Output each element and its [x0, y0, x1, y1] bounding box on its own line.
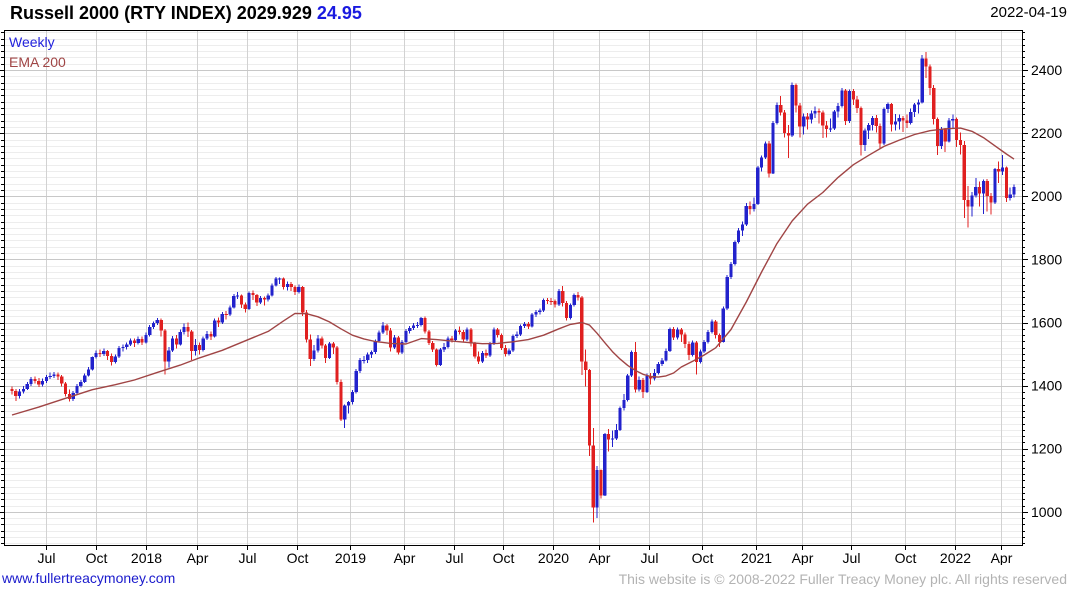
ema-label: EMA 200 [9, 54, 66, 70]
svg-text:2400: 2400 [1031, 62, 1062, 78]
price-chart[interactable]: 1000 1200 1400 1600 1800 2000 2200 2400 Jul Oct 20… [0, 0, 1075, 565]
svg-text:2020: 2020 [538, 550, 569, 565]
svg-text:1800: 1800 [1031, 251, 1062, 267]
svg-text:Oct: Oct [692, 550, 714, 565]
as-of-date: 2022-04-19 [990, 4, 1067, 21]
plot-border [3, 29, 1024, 547]
timeframe-label: Weekly [9, 34, 55, 50]
y-axis-labels: 1000 1200 1400 1600 1800 2000 2200 2400 [1031, 62, 1062, 520]
svg-text:Apr: Apr [187, 550, 209, 565]
svg-text:Jul: Jul [446, 550, 464, 565]
chart-legend: Weekly EMA 200 [9, 32, 66, 72]
svg-text:Oct: Oct [493, 550, 515, 565]
grid-minor-horizontal [4, 32, 1022, 544]
svg-text:Jul: Jul [38, 550, 56, 565]
instrument-name: Russell 2000 (RTY INDEX) [10, 3, 232, 23]
svg-text:Oct: Oct [86, 550, 108, 565]
svg-text:2022: 2022 [940, 550, 971, 565]
svg-text:Apr: Apr [991, 550, 1013, 565]
svg-text:2019: 2019 [335, 550, 366, 565]
chart-title: Russell 2000 (RTY INDEX) 2029.929 24.95 [10, 3, 362, 24]
svg-text:1000: 1000 [1031, 504, 1062, 520]
grid-vertical [46, 30, 1002, 545]
ema-200-line [11, 127, 1015, 416]
y-axis-ticks [0, 32, 1028, 544]
svg-text:Jul: Jul [641, 550, 659, 565]
svg-text:Apr: Apr [792, 550, 814, 565]
candlesticks [10, 51, 1016, 523]
svg-text:2000: 2000 [1031, 188, 1062, 204]
svg-text:1400: 1400 [1031, 378, 1062, 394]
svg-text:2018: 2018 [131, 550, 162, 565]
svg-text:2021: 2021 [741, 550, 772, 565]
svg-text:Apr: Apr [589, 550, 611, 565]
price-change: 24.95 [316, 3, 362, 23]
svg-text:1200: 1200 [1031, 441, 1062, 457]
svg-text:1600: 1600 [1031, 314, 1062, 330]
svg-text:Oct: Oct [287, 550, 309, 565]
svg-text:Apr: Apr [394, 550, 416, 565]
site-link[interactable]: www.fullertreacymoney.com [2, 570, 176, 586]
svg-text:Oct: Oct [895, 550, 917, 565]
svg-text:Jul: Jul [843, 550, 861, 565]
x-axis-labels: Jul Oct 2018 Apr Jul Oct 2019 Apr Jul Oct 2020 Apr J… [38, 550, 1013, 565]
copyright-text: This website is © 2008-2022 Fuller Treac… [618, 571, 1067, 587]
grid-major-horizontal [4, 70, 1022, 513]
svg-text:Jul: Jul [239, 550, 257, 565]
svg-text:2200: 2200 [1031, 125, 1062, 141]
last-price: 2029.929 [236, 3, 312, 23]
x-axis-ticks [46, 545, 1002, 550]
